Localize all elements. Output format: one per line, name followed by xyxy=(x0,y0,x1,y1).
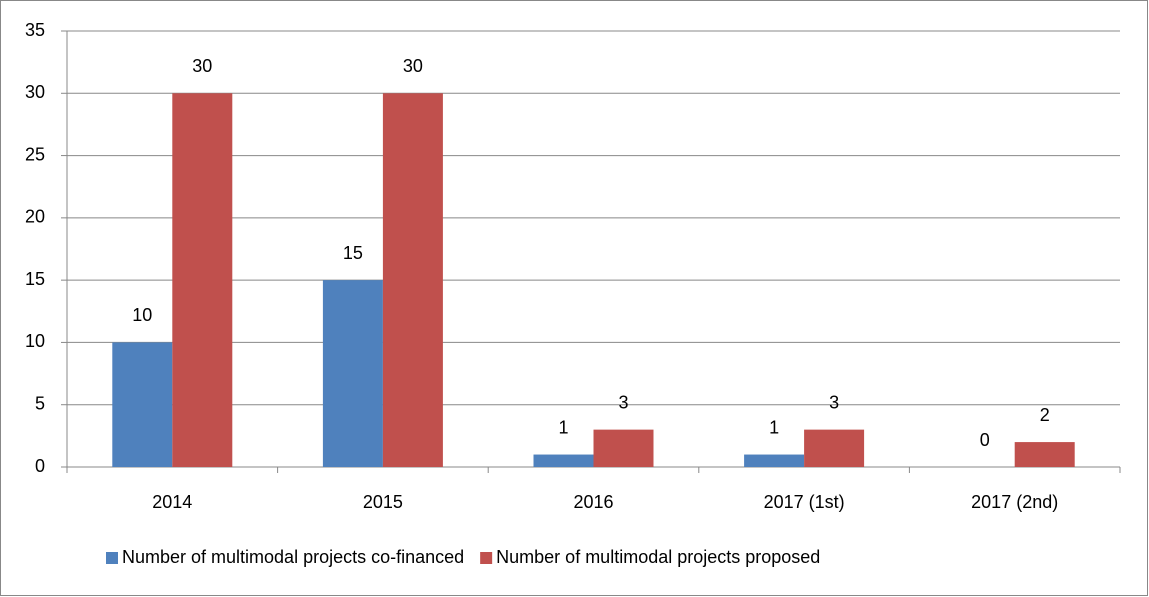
data-label: 3 xyxy=(829,392,839,412)
x-tick-label: 2015 xyxy=(363,492,403,512)
y-tick-label: 20 xyxy=(25,207,45,227)
bar xyxy=(322,280,383,467)
y-tick-label: 5 xyxy=(35,393,45,413)
legend-label: Number of multimodal projects co-finance… xyxy=(122,547,464,567)
data-label: 2 xyxy=(1040,405,1050,425)
x-tick-label: 2017 (2nd) xyxy=(971,492,1058,512)
y-tick-label: 30 xyxy=(25,82,45,102)
legend-swatch xyxy=(106,552,118,564)
bar xyxy=(1014,442,1075,467)
y-tick-label: 10 xyxy=(25,331,45,351)
data-label: 30 xyxy=(403,56,423,76)
bar xyxy=(172,93,233,468)
x-tick-label: 2014 xyxy=(152,492,192,512)
data-label: 1 xyxy=(558,417,568,437)
x-tick-label: 2017 (1st) xyxy=(764,492,845,512)
data-label: 3 xyxy=(618,392,628,412)
y-tick-label: 0 xyxy=(35,456,45,476)
legend-label: Number of multimodal projects proposed xyxy=(496,547,820,567)
data-label: 1 xyxy=(769,417,779,437)
y-tick-label: 35 xyxy=(25,20,45,40)
data-label: 30 xyxy=(192,56,212,76)
bar xyxy=(112,342,173,467)
y-tick-label: 25 xyxy=(25,144,45,164)
y-tick-label: 15 xyxy=(25,269,45,289)
bar xyxy=(593,429,654,467)
bar xyxy=(382,93,443,468)
data-label: 0 xyxy=(980,430,990,450)
legend-swatch xyxy=(480,552,493,564)
bar xyxy=(744,454,805,467)
bar xyxy=(804,429,865,467)
x-tick-label: 2016 xyxy=(573,492,613,512)
data-label: 15 xyxy=(343,243,363,263)
data-label: 10 xyxy=(132,305,152,325)
bar xyxy=(533,454,594,467)
